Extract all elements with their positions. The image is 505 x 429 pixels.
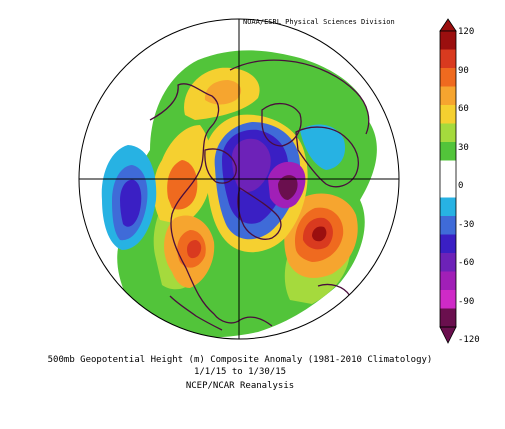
coast-hudson: [204, 148, 237, 184]
colorbar-tick-label: 60: [458, 104, 469, 114]
trough-siberia-deep: [278, 175, 298, 200]
colorbar-segment: [440, 197, 456, 217]
coast-arctic-islands: [237, 187, 282, 240]
coast-mexico: [169, 295, 223, 331]
colorbar-segment: [440, 86, 456, 106]
caption-source: NCEP/NCAR Reanalysis: [185, 381, 295, 391]
colorbar-tick-label: -30: [458, 220, 475, 230]
ridge-southwest-red: [186, 240, 202, 259]
colorbar-tick-label: -120: [458, 335, 480, 345]
coast-asia: [229, 59, 370, 135]
colorbar-top-cap: [439, 18, 457, 32]
colorbar-segment: [440, 31, 456, 50]
colorbar-segment: [440, 216, 456, 235]
colorbar-segment: [440, 142, 456, 161]
coast-europe: [295, 126, 359, 188]
map-border: [78, 18, 400, 340]
trough-cyan: [300, 124, 346, 170]
land-outlines: [149, 59, 370, 331]
caption-title: 500mb Geopotential Height (m) Composite …: [47, 355, 433, 365]
colorbar: [439, 18, 457, 344]
colorbar-tick-label: 30: [458, 143, 469, 153]
colorbar-segment: [440, 68, 456, 87]
colorbar-segment: [440, 308, 456, 328]
ridge-east-darkred: [312, 226, 327, 242]
colorbar-segment: [440, 253, 456, 272]
colorbar-tick-label: 90: [458, 66, 469, 76]
ridge-west-orange: [167, 160, 198, 210]
colorbar-segment: [440, 179, 456, 198]
colorbar-segment: [440, 160, 456, 180]
map-disk: [79, 19, 399, 339]
caption-date-range: 1/1/15 to 1/30/15: [193, 367, 287, 377]
coast-north-america: [149, 83, 273, 327]
colorbar-segments: [440, 31, 456, 328]
trough-west-purple: [120, 179, 142, 227]
colorbar-segment: [440, 290, 456, 309]
colorbar-tick-label: -60: [458, 258, 475, 268]
colorbar-tick-label: -90: [458, 297, 475, 307]
colorbar-bottom-cap: [439, 326, 457, 344]
credit-text: NOAA/ESRL Physical Sciences Division: [243, 18, 395, 26]
colorbar-segment: [440, 123, 456, 143]
colorbar-segment: [440, 271, 456, 291]
colorbar-frame: [439, 30, 457, 328]
colorbar-segment: [440, 49, 456, 69]
colorbar-segment: [440, 105, 456, 124]
colorbar-segment: [440, 234, 456, 254]
colorbar-tick-label: 0: [458, 181, 464, 191]
colorbar-tick-label: 120: [458, 27, 475, 37]
